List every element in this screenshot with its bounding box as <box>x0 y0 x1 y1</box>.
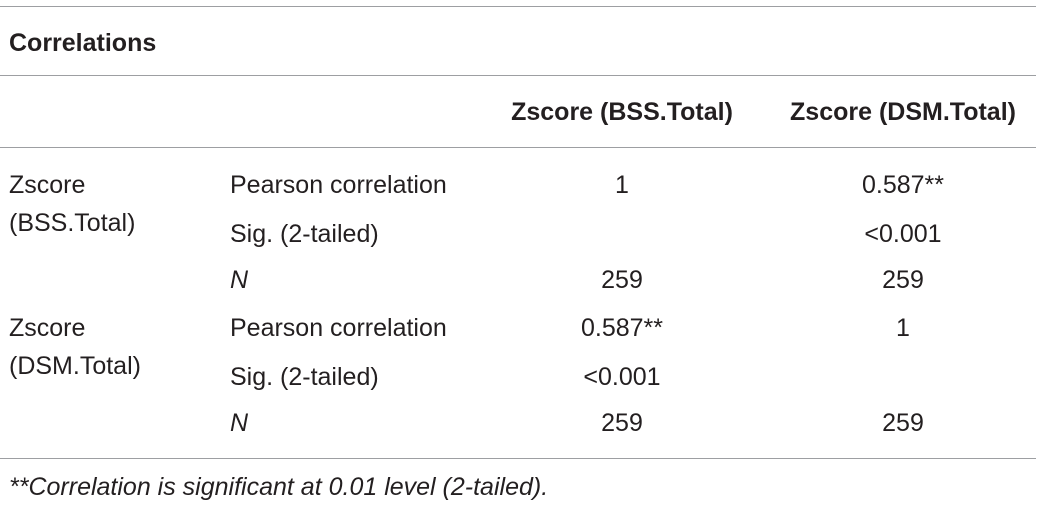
column-header-bss: Zscore (BSS.Total) <box>511 98 733 126</box>
table-cell: <0.001 <box>864 220 942 248</box>
stat-label: Sig. (2-tailed) <box>230 363 379 391</box>
table-cell: 259 <box>882 266 924 294</box>
stat-label: Pearson correlation <box>230 171 447 199</box>
table-footnote: **Correlation is significant at 0.01 lev… <box>9 473 549 501</box>
row-variable-dsm-line1: Zscore <box>9 314 86 342</box>
title-rule <box>0 75 1036 76</box>
table-cell: 259 <box>601 266 643 294</box>
table-cell: 0.587** <box>861 171 945 199</box>
stat-label: Pearson correlation <box>230 314 447 342</box>
stat-label: N <box>230 409 249 437</box>
row-variable-bss-line2: (BSS.Total) <box>9 209 136 237</box>
column-header-dsm: Zscore (DSM.Total) <box>790 98 1016 126</box>
table-cell: 0.587** <box>580 314 664 342</box>
table-cell: 259 <box>882 409 924 437</box>
row-variable-bss-line1: Zscore <box>9 171 86 199</box>
bottom-rule <box>0 458 1036 459</box>
table-cell: 1 <box>615 171 629 199</box>
header-rule <box>0 147 1036 148</box>
table-cell: 1 <box>896 314 910 342</box>
table-title: Correlations <box>9 29 157 57</box>
stat-label: Sig. (2-tailed) <box>230 220 379 248</box>
row-variable-dsm-line2: (DSM.Total) <box>9 352 141 380</box>
table-cell: 259 <box>601 409 643 437</box>
table-cell: <0.001 <box>583 363 661 391</box>
stat-label: N <box>230 266 249 294</box>
top-rule <box>0 6 1036 7</box>
